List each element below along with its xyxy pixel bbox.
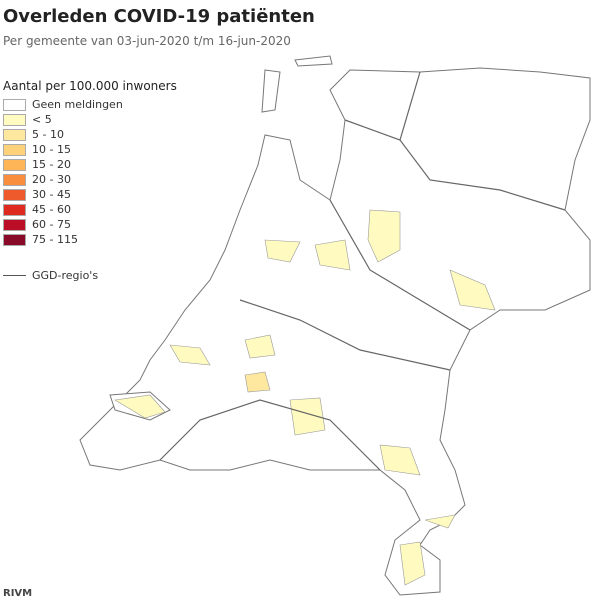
legend-item: 15 - 20 bbox=[3, 157, 123, 172]
legend-swatch bbox=[3, 128, 26, 141]
legend-item: 5 - 10 bbox=[3, 127, 123, 142]
legend-label: < 5 bbox=[32, 113, 52, 126]
legend-label: 45 - 60 bbox=[32, 203, 71, 216]
legend-swatch bbox=[3, 233, 26, 246]
legend-label: 60 - 75 bbox=[32, 218, 71, 231]
legend-item: 30 - 45 bbox=[3, 187, 123, 202]
ggd-label: GGD-regio's bbox=[32, 269, 99, 282]
legend-item: < 5 bbox=[3, 112, 123, 127]
legend-swatch bbox=[3, 98, 26, 111]
legend-swatch bbox=[3, 143, 26, 156]
legend-swatch bbox=[3, 173, 26, 186]
ggd-regions bbox=[159, 71, 566, 471]
legend-item: 20 - 30 bbox=[3, 172, 123, 187]
legend-item: Geen meldingen bbox=[3, 97, 123, 112]
legend: Geen meldingen < 5 5 - 10 10 - 15 15 - 20 20 … bbox=[3, 97, 123, 247]
legend-item: 75 - 115 bbox=[3, 232, 123, 247]
legend-swatch bbox=[3, 218, 26, 231]
legend-item: 10 - 15 bbox=[3, 142, 123, 157]
legend-swatch bbox=[3, 188, 26, 201]
ggd-legend: GGD-regio's bbox=[3, 269, 98, 282]
municipality-patches bbox=[114, 209, 496, 586]
legend-label: 20 - 30 bbox=[32, 173, 71, 186]
legend-label: Geen meldingen bbox=[32, 98, 123, 111]
legend-title: Aantal per 100.000 inwoners bbox=[3, 79, 177, 93]
legend-item: 60 - 75 bbox=[3, 217, 123, 232]
legend-label: 5 - 10 bbox=[32, 128, 64, 141]
legend-item: 45 - 60 bbox=[3, 202, 123, 217]
title: Overleden COVID-19 patiënten bbox=[3, 6, 315, 27]
ggd-line bbox=[3, 275, 26, 276]
legend-swatch bbox=[3, 158, 26, 171]
legend-label: 15 - 20 bbox=[32, 158, 71, 171]
legend-label: 75 - 115 bbox=[32, 233, 78, 246]
legend-swatch bbox=[3, 203, 26, 216]
legend-swatch bbox=[3, 113, 26, 126]
legend-label: 10 - 15 bbox=[32, 143, 71, 156]
municipality-patch bbox=[244, 371, 271, 393]
subtitle: Per gemeente van 03-jun-2020 t/m 16-jun-… bbox=[3, 34, 291, 48]
legend-label: 30 - 45 bbox=[32, 188, 71, 201]
country-outline bbox=[79, 55, 591, 596]
source: RIVM bbox=[3, 588, 33, 599]
